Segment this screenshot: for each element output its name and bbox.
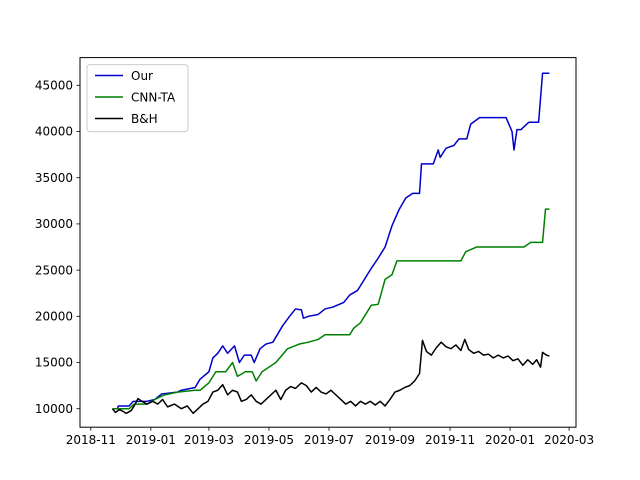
y-axis: 10000 15000 20000 25000 30000 35000 40000 45000	[35, 79, 80, 416]
x-axis: 2018-11 2019-01 2019-03 2019-05 2019-07 2019-…	[66, 427, 594, 447]
series-line-2	[111, 338, 550, 415]
x-tick-label: 2020-03	[544, 433, 594, 447]
y-tick-label: 45000	[35, 79, 73, 93]
y-tick-label: 10000	[35, 402, 73, 416]
plot-frame	[79, 57, 577, 428]
series-line-1	[112, 208, 550, 410]
series-layer	[111, 72, 550, 415]
x-tick-label: 2019-05	[244, 433, 294, 447]
legend-label-0: Our	[131, 69, 153, 83]
legend-box	[86, 64, 189, 133]
y-tick-label: 30000	[35, 217, 73, 231]
x-tick-label: 2019-01	[126, 433, 176, 447]
legend-label-1: CNN-TA	[131, 90, 176, 104]
y-tick-label: 15000	[35, 356, 73, 370]
x-tick-label: 2018-11	[66, 433, 116, 447]
y-tick-label: 25000	[35, 263, 73, 277]
x-tick-label: 2019-09	[365, 433, 415, 447]
x-tick-label: 2019-07	[304, 433, 354, 447]
series-line-0	[112, 72, 550, 410]
y-tick-label: 35000	[35, 171, 73, 185]
x-tick-label: 2020-01	[485, 433, 535, 447]
x-tick-label: 2019-03	[184, 433, 234, 447]
legend-label-2: B&H	[131, 112, 158, 126]
y-tick-label: 20000	[35, 310, 73, 324]
legend: Our CNN-TA B&H	[86, 64, 189, 133]
x-tick-label: 2019-11	[425, 433, 475, 447]
y-tick-label: 40000	[35, 125, 73, 139]
